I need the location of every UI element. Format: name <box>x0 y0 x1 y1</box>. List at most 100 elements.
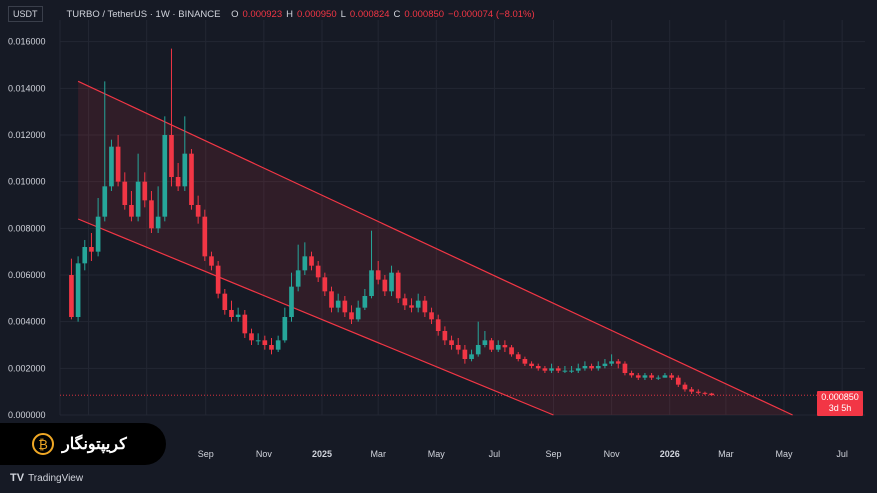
y-tick-label: 0.012000 <box>8 130 46 140</box>
high-value: 0.000950 <box>297 8 337 20</box>
y-tick-label: 0.002000 <box>8 363 46 373</box>
candle <box>249 328 254 345</box>
candle-body <box>329 291 334 308</box>
candle-body <box>362 296 368 308</box>
x-tick-label: Jul <box>836 449 848 459</box>
candle <box>462 345 468 364</box>
candle <box>455 338 461 355</box>
candle-body <box>689 389 694 392</box>
candle <box>642 373 648 380</box>
candle-body <box>489 340 494 350</box>
symbol-title[interactable]: TURBO / TetherUS · 1W · BINANCE <box>66 8 221 20</box>
candle <box>82 240 88 271</box>
candle-body <box>529 363 534 366</box>
candle <box>702 391 708 395</box>
candle-body <box>702 392 708 394</box>
candle <box>375 261 381 285</box>
candle <box>89 233 94 261</box>
candle-body <box>262 340 268 345</box>
candle-body <box>402 298 408 306</box>
candle <box>495 340 501 352</box>
candle-body <box>469 354 474 359</box>
candle-body <box>695 391 701 393</box>
bar-countdown: 3d 5h <box>828 403 852 413</box>
candle-body <box>89 247 94 252</box>
channel-lower-line <box>77 218 554 416</box>
x-tick-label: May <box>428 449 446 459</box>
candle <box>275 335 281 352</box>
candle <box>515 352 521 362</box>
candle <box>122 172 128 210</box>
candle-body <box>222 293 228 310</box>
candle-body <box>69 275 74 317</box>
candle <box>109 139 114 191</box>
candle-body <box>615 361 621 364</box>
candle-body <box>409 305 414 308</box>
bitcoin-icon: ₿ <box>32 433 54 455</box>
candle <box>75 256 81 322</box>
x-tick-label: Mar <box>370 449 386 459</box>
candle-body <box>209 256 214 266</box>
candle <box>162 116 168 222</box>
candle-body <box>609 361 614 364</box>
x-tick-label: Sep <box>198 449 214 459</box>
candle-body <box>195 205 201 217</box>
time-axis[interactable]: rMayJulSepNov2025MarMayJulSepNov2026MarM… <box>59 449 848 459</box>
candle-body <box>149 200 154 229</box>
candle-body <box>309 256 314 266</box>
unit-label[interactable]: USDT <box>8 6 43 22</box>
candle <box>235 307 241 322</box>
candle <box>169 48 174 187</box>
price-axis[interactable]: 0.000000 0.002000 0.004000 0.006000 0.008000… <box>8 37 46 420</box>
candle-body <box>669 375 674 378</box>
candle-body <box>429 312 434 320</box>
candle <box>289 272 294 322</box>
candle-body <box>135 181 141 217</box>
candle-body <box>235 314 241 317</box>
chart-header: USDT TURBO / TetherUS · 1W · BINANCE O 0.… <box>8 6 535 22</box>
candle-body <box>509 347 514 355</box>
candle <box>482 331 488 348</box>
candle-body <box>155 216 161 229</box>
candle <box>282 307 288 343</box>
candle <box>622 361 628 376</box>
candle-body <box>295 270 301 287</box>
candle <box>595 361 601 371</box>
y-tick-label: 0.004000 <box>8 317 46 327</box>
candle <box>689 387 694 394</box>
last-price-tag: 0.000850 3d 5h <box>817 391 863 416</box>
candle <box>489 338 494 352</box>
candle <box>189 149 194 210</box>
candle-body <box>422 300 428 313</box>
candle <box>342 296 348 317</box>
candle <box>522 356 528 366</box>
x-tick-label: Nov <box>256 449 273 459</box>
candle-body <box>675 377 681 385</box>
candle <box>95 198 101 257</box>
high-key: H <box>286 8 293 20</box>
candle <box>669 373 674 380</box>
candle <box>569 366 574 373</box>
candle <box>315 261 321 282</box>
candle-body <box>649 375 654 378</box>
candle-body <box>202 216 208 257</box>
candle-body <box>375 270 381 280</box>
y-tick-label: 0.006000 <box>8 270 46 280</box>
candle <box>562 366 568 373</box>
candle-body <box>455 345 461 350</box>
candle <box>255 333 261 345</box>
candle <box>542 366 548 373</box>
candle <box>655 375 661 380</box>
candle-body <box>109 146 114 187</box>
candle <box>409 298 414 313</box>
candle <box>675 375 681 387</box>
candle <box>615 359 621 369</box>
candle-body <box>389 272 394 292</box>
candle-body <box>249 333 254 341</box>
candle <box>535 363 541 371</box>
tradingview-footer[interactable]: TV TradingView <box>10 472 83 484</box>
candle <box>209 251 214 271</box>
candle <box>269 338 274 355</box>
candle <box>449 335 454 350</box>
